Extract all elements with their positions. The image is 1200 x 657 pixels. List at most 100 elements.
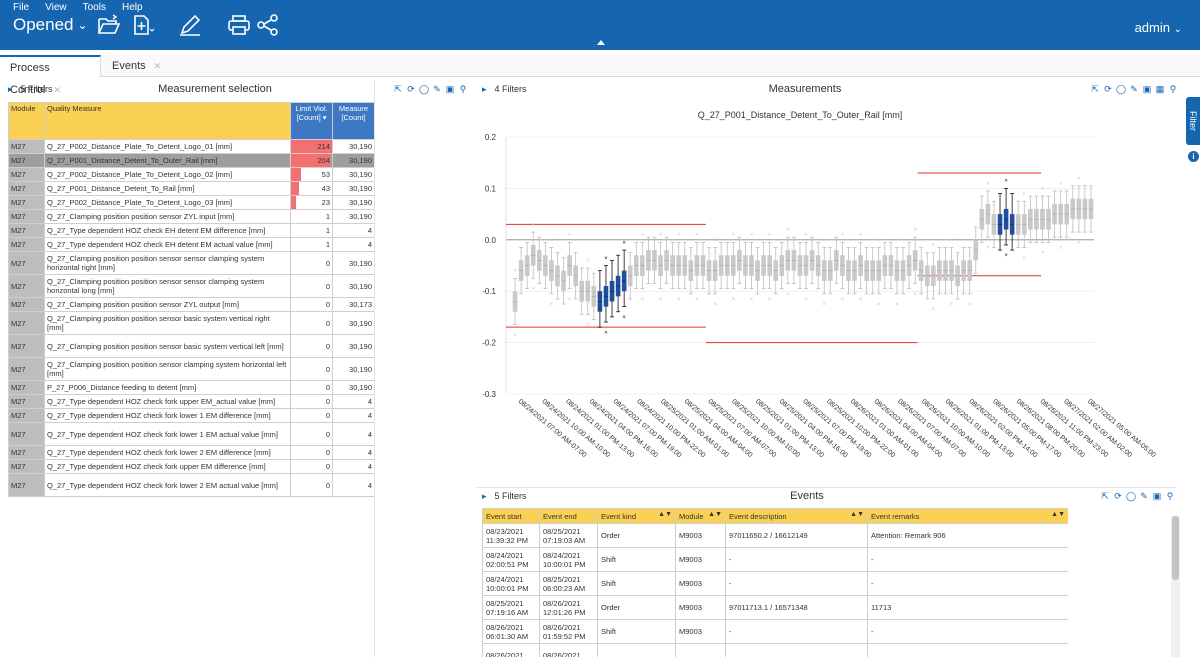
limit-violation-value: 1: [325, 226, 330, 235]
zoom-icon[interactable]: ⚲: [459, 84, 467, 94]
measurement-row[interactable]: M27 Q_27_Type dependent HOZ check fork lo…: [8, 473, 374, 497]
measurement-row[interactable]: M27 Q_27_Type dependent HOZ check EH dete…: [8, 223, 374, 238]
measurement-row[interactable]: M27 Q_27_P002_Distance_Plate_To_Detent_Lo…: [8, 195, 374, 210]
measurement-table-container: Module Quality Measure Limit Viol. [Coun…: [8, 102, 374, 512]
limit-violation-cell: 1: [290, 209, 333, 224]
outlier-mark: ×: [604, 256, 608, 262]
reset-icon[interactable]: ◯: [1116, 84, 1127, 94]
event-row[interactable]: 08/26/2021 06:01:30 AM 08/26/2021 01:59:5…: [482, 619, 1068, 644]
col-event-end[interactable]: Event end: [539, 508, 598, 524]
measurement-row[interactable]: M27 Q_27_P001_Distance_Detent_To_Rail [mm…: [8, 181, 374, 196]
measurement-row[interactable]: M27 Q_27_P002_Distance_Plate_To_Detent_Lo…: [8, 167, 374, 182]
quality-measure-cell: Q_27_Clamping position position sensor b…: [44, 334, 291, 358]
refresh-icon[interactable]: ⟳: [1114, 491, 1122, 501]
event-kind-cell: Shift: [597, 571, 676, 596]
col-label: Event description: [729, 511, 787, 521]
col-event-kind[interactable]: Event kind ▲▼: [597, 508, 676, 524]
measurement-row[interactable]: M27 Q_27_Clamping position position senso…: [8, 311, 374, 335]
zoom-icon[interactable]: ⚲: [1169, 84, 1177, 94]
export-icon[interactable]: ⇱: [394, 84, 402, 94]
measurement-row[interactable]: M27 Q_27_Clamping position position senso…: [8, 251, 374, 275]
measurement-row[interactable]: M27 P_27_P006_Distance feeding to detent …: [8, 380, 374, 395]
col-limit-violations[interactable]: Limit Viol. [Count] ▾: [290, 102, 333, 140]
measurement-row[interactable]: M27 Q_27_Type dependent HOZ check EH dete…: [8, 237, 374, 252]
outlier-mark: ×: [1077, 240, 1081, 246]
reset-icon[interactable]: ◯: [419, 84, 430, 94]
measurements-boxplot-chart[interactable]: Q_27_P001_Distance_Detent_To_Outer_Rail …: [476, 97, 1176, 482]
close-icon[interactable]: ✕: [53, 85, 62, 95]
share-icon[interactable]: [256, 14, 280, 36]
close-icon[interactable]: ✕: [153, 61, 162, 71]
measurement-row[interactable]: M27 Q_27_Clamping position position senso…: [8, 297, 374, 312]
measurement-filters[interactable]: 5 Filters: [8, 84, 53, 95]
bookmark-icon[interactable]: ▣: [1142, 84, 1152, 94]
edit-icon[interactable]: ✎: [1130, 84, 1138, 94]
user-menu[interactable]: admin ⌄: [1135, 20, 1182, 35]
events-filters[interactable]: 5 Filters: [482, 491, 527, 502]
event-row[interactable]: 08/24/2021 02:00:51 PM 08/24/2021 10:00:0…: [482, 547, 1068, 572]
outlier-mark: ×: [913, 228, 917, 234]
event-row[interactable]: 08/24/2021 10:00:01 PM 08/25/2021 06:00:2…: [482, 571, 1068, 596]
col-event-start[interactable]: Event start: [482, 508, 540, 524]
edit-pencil-icon[interactable]: [178, 14, 202, 36]
open-folder-icon[interactable]: [97, 14, 121, 36]
event-row[interactable]: 08/25/2021 07:19:16 AM 08/26/2021 12:01:2…: [482, 595, 1068, 620]
event-remarks-cell: 11713: [867, 595, 1068, 620]
col-quality-measure[interactable]: Quality Measure: [44, 102, 291, 140]
menu-view[interactable]: View: [45, 2, 67, 13]
measure-count-cell: 30,190: [332, 251, 374, 275]
tab-events[interactable]: Events ✕: [102, 55, 182, 77]
menu-tools[interactable]: Tools: [82, 2, 106, 13]
outlier-mark: ×: [913, 292, 917, 298]
opened-dropdown[interactable]: Opened ⌄: [13, 15, 88, 35]
export-icon[interactable]: ⇱: [1101, 491, 1109, 501]
reset-icon[interactable]: ◯: [1126, 491, 1137, 501]
new-document-icon[interactable]: [131, 14, 155, 36]
col-event-description[interactable]: Event description ▲▼: [725, 508, 868, 524]
col-measure-count[interactable]: Measure [Count]: [332, 102, 374, 140]
outlier-mark: ×: [877, 238, 881, 244]
measurement-row[interactable]: M27 Q_27_Type dependent HOZ check fork up…: [8, 394, 374, 409]
event-row[interactable]: 08/26/2021 08/26/2021: [482, 643, 1068, 657]
limit-violation-value: 0: [325, 397, 330, 406]
measurement-row[interactable]: M27 Q_27_Type dependent HOZ check fork lo…: [8, 445, 374, 460]
measurement-row[interactable]: M27 Q_27_Clamping position position senso…: [8, 209, 374, 224]
table-view-icon[interactable]: ▦: [1155, 84, 1165, 94]
menu-file[interactable]: File: [13, 2, 30, 13]
bookmark-icon[interactable]: ▣: [1152, 491, 1162, 501]
bookmark-icon[interactable]: ▣: [445, 84, 455, 94]
scrollbar-thumb[interactable]: [1172, 516, 1179, 580]
refresh-icon[interactable]: ⟳: [1104, 84, 1112, 94]
measurement-row[interactable]: M27 Q_27_Type dependent HOZ check fork lo…: [8, 408, 374, 423]
y-tick-label: 0.0: [485, 236, 497, 245]
measurement-row[interactable]: M27 Q_27_Clamping position position senso…: [8, 274, 374, 298]
outlier-mark: ×: [1059, 246, 1063, 252]
event-kind-cell: Shift: [597, 547, 676, 572]
export-icon[interactable]: ⇱: [1091, 84, 1099, 94]
event-row[interactable]: 08/23/2021 11:39:32 PM 08/25/2021 07:19:0…: [482, 523, 1068, 548]
edit-icon[interactable]: ✎: [433, 84, 441, 94]
refresh-icon[interactable]: ⟳: [407, 84, 415, 94]
collapse-toolbar-icon[interactable]: [597, 40, 605, 45]
filter-side-tab[interactable]: Filter: [1186, 97, 1200, 145]
menu-help[interactable]: Help: [121, 2, 143, 13]
measurement-row[interactable]: M27 Q_27_P002_Distance_Plate_To_Detent_Lo…: [8, 139, 374, 154]
tab-process-control[interactable]: Process Control ✕: [0, 55, 101, 96]
info-icon[interactable]: i: [1188, 151, 1199, 162]
measurements-filters[interactable]: 4 Filters: [482, 84, 527, 95]
edit-icon[interactable]: ✎: [1140, 491, 1148, 501]
col-event-remarks[interactable]: Event remarks ▲▼: [867, 508, 1068, 524]
measurement-row[interactable]: M27 Q_27_Clamping position position senso…: [8, 334, 374, 358]
col-module[interactable]: Module ▲▼: [675, 508, 726, 524]
print-icon[interactable]: [227, 14, 251, 36]
measurement-row[interactable]: M27 Q_27_Clamping position position senso…: [8, 357, 374, 381]
col-module[interactable]: Module: [8, 102, 45, 140]
panel-divider: [374, 80, 375, 657]
measure-count-cell: 30,190: [332, 167, 374, 182]
measurement-row[interactable]: M27 Q_27_Type dependent HOZ check fork up…: [8, 459, 374, 474]
zoom-icon[interactable]: ⚲: [1166, 491, 1174, 501]
user-name: admin: [1134, 20, 1170, 35]
events-scrollbar[interactable]: [1171, 516, 1180, 657]
measurement-row[interactable]: M27 Q_27_Type dependent HOZ check fork lo…: [8, 422, 374, 446]
measurement-row[interactable]: M27 Q_27_P001_Distance_Detent_To_Outer_Ra…: [8, 153, 374, 168]
